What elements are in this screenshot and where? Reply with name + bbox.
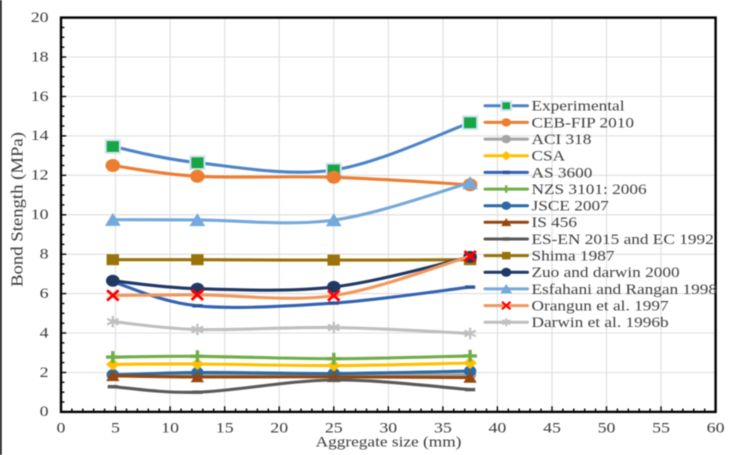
svg-text:55: 55 (652, 420, 670, 436)
svg-text:12: 12 (31, 167, 49, 183)
svg-text:0: 0 (57, 420, 66, 436)
svg-text:30: 30 (379, 420, 397, 436)
svg-text:40: 40 (488, 420, 506, 436)
svg-text:4: 4 (40, 325, 49, 341)
svg-text:CEB-FIP 2010: CEB-FIP 2010 (532, 116, 635, 131)
svg-text:AS 3600: AS 3600 (532, 166, 593, 181)
svg-text:Aggregate size (mm): Aggregate size (mm) (316, 435, 462, 450)
svg-text:50: 50 (598, 420, 616, 436)
svg-text:Shima 1987: Shima 1987 (532, 249, 615, 264)
svg-text:JSCE 2007: JSCE 2007 (532, 199, 609, 214)
svg-text:14: 14 (31, 128, 49, 144)
svg-text:Orangun et al. 1997: Orangun et al. 1997 (532, 299, 669, 314)
svg-text:0: 0 (40, 404, 49, 420)
svg-text:5: 5 (111, 420, 120, 436)
svg-text:6: 6 (40, 285, 49, 301)
svg-text:NZS 3101: 2006: NZS 3101: 2006 (532, 182, 647, 197)
svg-text:Zuo and darwin 2000: Zuo and darwin 2000 (532, 265, 680, 280)
svg-text:Bond Stength (MPa): Bond Stength (MPa) (7, 132, 27, 287)
svg-text:Esfahani and Rangan 1998: Esfahani and Rangan 1998 (532, 282, 718, 297)
svg-text:2: 2 (40, 364, 49, 380)
svg-text:CSA: CSA (532, 149, 566, 164)
svg-text:35: 35 (434, 420, 452, 436)
svg-text:20: 20 (31, 9, 49, 25)
svg-text:25: 25 (325, 420, 343, 436)
svg-text:ACI 318: ACI 318 (532, 132, 592, 147)
svg-text:16: 16 (31, 88, 49, 104)
svg-text:18: 18 (31, 49, 49, 65)
svg-text:Darwin et al. 1996b: Darwin et al. 1996b (532, 315, 669, 330)
svg-text:20: 20 (270, 420, 288, 436)
svg-text:15: 15 (216, 420, 234, 436)
svg-text:10: 10 (31, 207, 49, 223)
svg-text:10: 10 (161, 420, 179, 436)
svg-text:60: 60 (707, 420, 725, 436)
svg-text:Experimental: Experimental (532, 99, 626, 114)
svg-text:45: 45 (543, 420, 561, 436)
svg-text:8: 8 (40, 246, 49, 262)
svg-text:ES-EN 2015 and EC 1992: ES-EN 2015 and EC 1992 (532, 232, 714, 247)
svg-text:IS 456: IS 456 (532, 215, 578, 230)
